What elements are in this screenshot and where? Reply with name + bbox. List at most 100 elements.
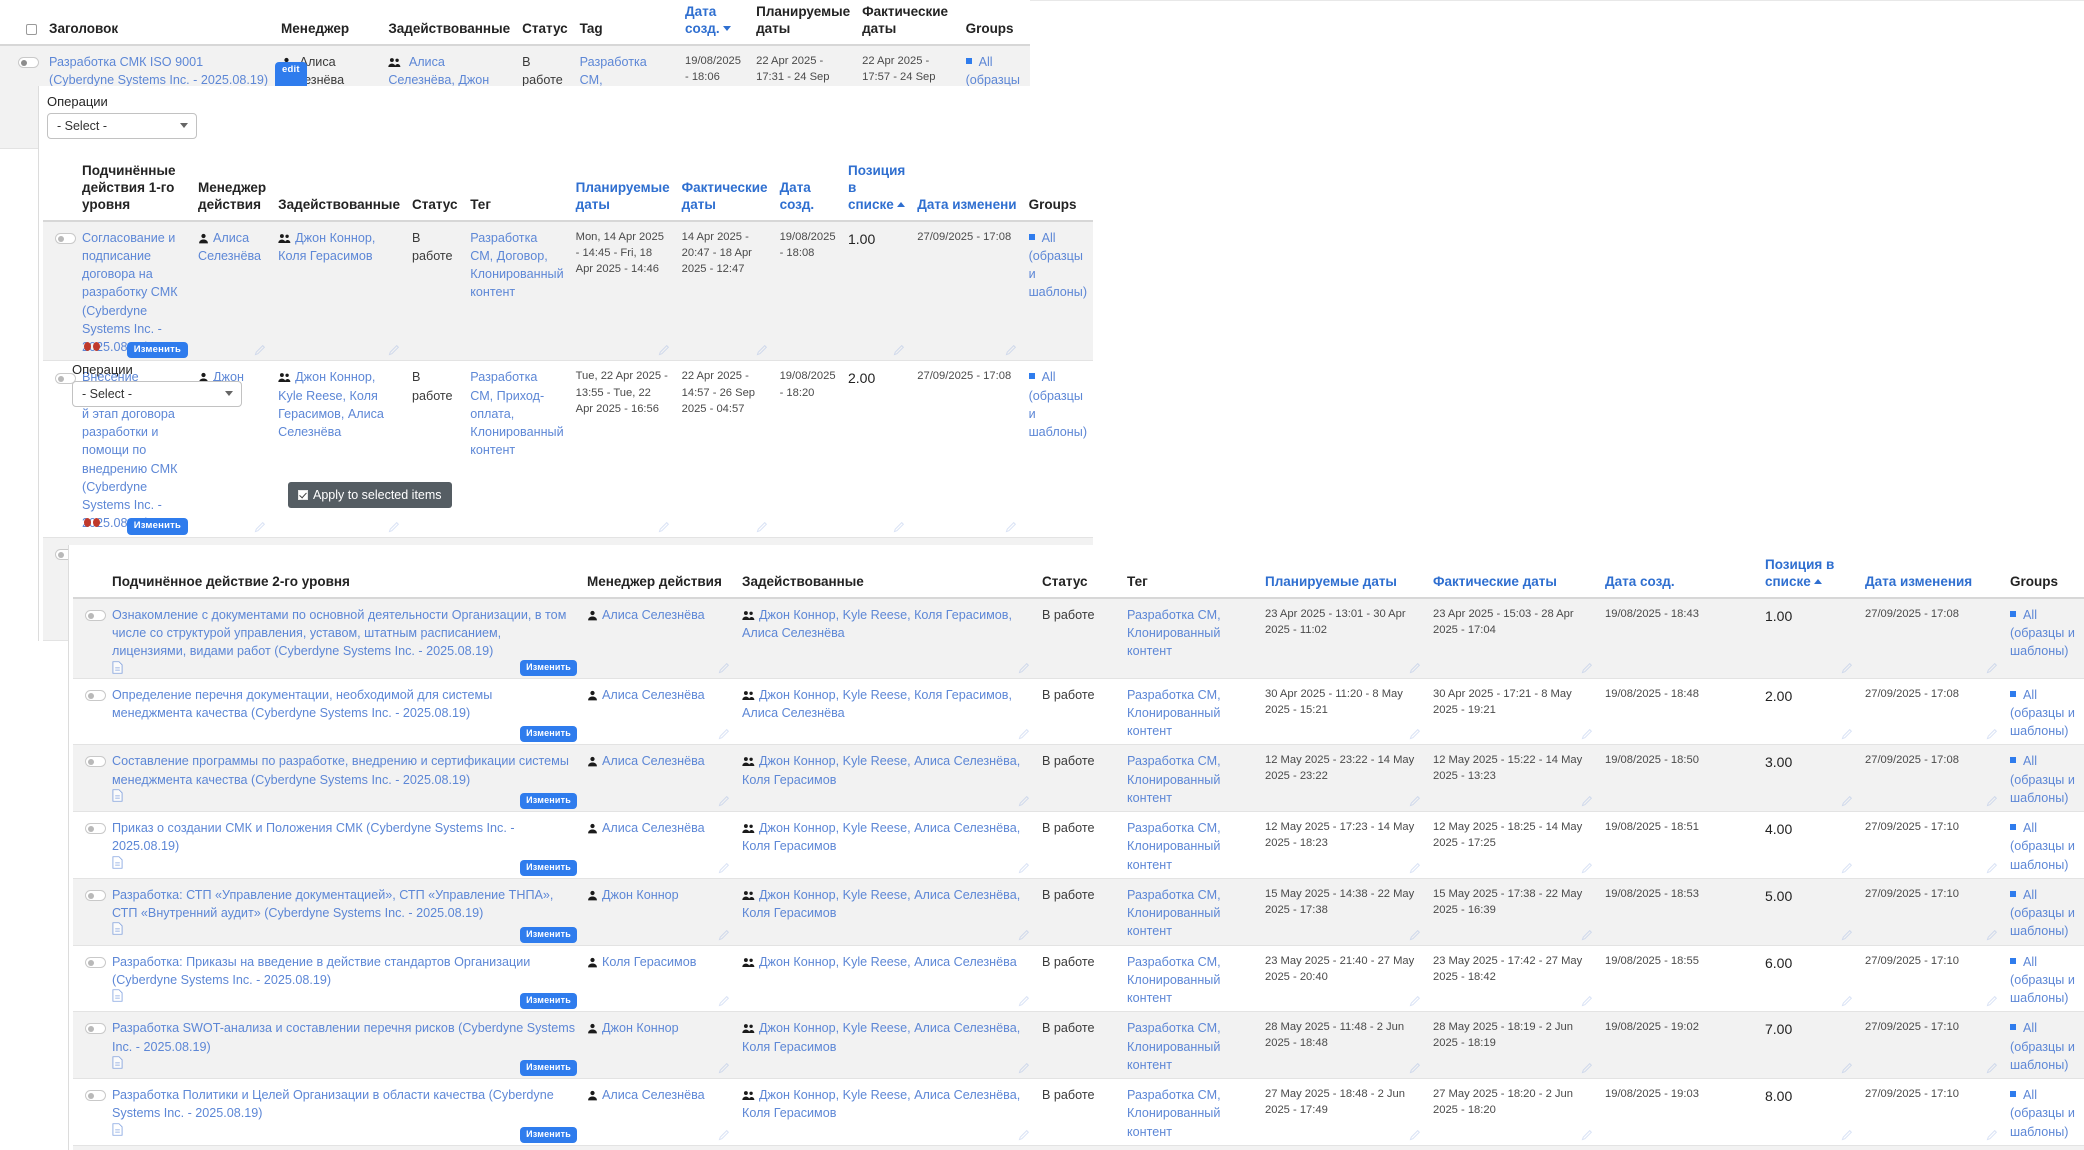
pencil-icon[interactable] (253, 521, 266, 534)
pencil-icon[interactable] (1408, 862, 1421, 875)
row-manager-link[interactable]: Алиса Селезнёва (602, 754, 705, 769)
row-title-link[interactable]: Разработка SWOT-анализа и составлении пе… (112, 1021, 576, 1054)
row-involved-link[interactable]: Джон Коннор, Kyle Reese, Алиса Селезнёва (759, 954, 1017, 969)
row-tag-link[interactable]: Разработка СМ, Клонированный контент (1127, 1021, 1221, 1072)
row-groups-link[interactable]: All (образцы и шаблоны) (2010, 754, 2075, 805)
row-manager-link[interactable]: Алиса Селезнёва (602, 821, 705, 835)
col-header-involved[interactable]: Задействованные (382, 0, 517, 46)
col-header-groups[interactable]: Groups (959, 0, 1030, 46)
pencil-icon[interactable] (1580, 662, 1593, 675)
file-icon[interactable] (112, 1122, 575, 1136)
row-tag-link[interactable]: Разработка СМ, Клонированный контент (1127, 887, 1221, 939)
pencil-icon[interactable] (717, 728, 730, 741)
level2-col-status[interactable]: Статус (1036, 553, 1121, 599)
row-title-link[interactable]: Разработка Политики и Целей Организации … (112, 1088, 554, 1121)
pencil-icon[interactable] (1004, 344, 1017, 357)
pencil-icon[interactable] (1840, 1129, 1853, 1142)
file-icon[interactable] (112, 789, 575, 802)
pencil-icon[interactable] (717, 795, 730, 808)
col-header-actual[interactable]: Фактические даты (856, 0, 960, 46)
toggle-icon[interactable] (18, 56, 39, 68)
operations-select-1[interactable]: - Select - (47, 113, 197, 139)
row-involved-link[interactable]: Джон Коннор, Kyle Reese, Алиса Селезнёва… (742, 754, 1021, 787)
edit-button[interactable]: Изменить (520, 1060, 577, 1076)
pencil-icon[interactable] (1017, 728, 1030, 741)
row-involved-link[interactable]: Джон Коннор, Kyle Reese, Алиса Селезнёва… (742, 1088, 1021, 1121)
row-groups-link[interactable]: All (образцы и шаблоны) (1028, 230, 1088, 300)
table-row[interactable]: Разработка SWOT-анализа и составлении пе… (73, 1011, 2084, 1079)
pencil-icon[interactable] (1408, 1062, 1421, 1075)
table-row[interactable]: Составление программы по разработке, вне… (73, 744, 2084, 812)
row-groups-link[interactable]: All (образцы и шаблоны) (2010, 607, 2075, 659)
level2-col-planned[interactable]: Планируемые даты (1259, 553, 1427, 599)
level2-col-changed[interactable]: Дата изменения (1859, 553, 2004, 599)
pencil-icon[interactable] (1408, 795, 1421, 808)
level1-col-status[interactable]: Статус (405, 159, 465, 222)
level1-col-manager[interactable]: Менеджер действия (192, 159, 273, 222)
pencil-icon[interactable] (1985, 662, 1998, 675)
row-manager-link[interactable]: Алиса Селезнёва (602, 607, 705, 622)
level2-col-position[interactable]: Позиция в списке (1759, 553, 1859, 599)
col-header-manager[interactable]: Менеджер (275, 0, 383, 46)
row-select-toggle[interactable] (43, 220, 76, 362)
file-icon[interactable] (112, 660, 575, 674)
row-title-link[interactable]: Разработка СМК ISO 9001 (Cyberdyne Syste… (49, 54, 269, 87)
pencil-icon[interactable] (717, 1129, 730, 1142)
row-tag-link[interactable]: Разработка СМ, Клонированный контент (1127, 1088, 1221, 1139)
file-icon[interactable] (112, 1056, 575, 1069)
pencil-icon[interactable] (717, 929, 730, 942)
toggle-icon[interactable] (55, 232, 76, 244)
edit-button[interactable]: Изменить (126, 341, 189, 359)
row-select-toggle[interactable] (43, 360, 76, 538)
toggle-icon[interactable] (85, 823, 106, 835)
pencil-icon[interactable] (1408, 1129, 1421, 1142)
pencil-icon[interactable] (1985, 929, 1998, 942)
pencil-icon[interactable] (717, 862, 730, 875)
table-row[interactable]: Разработка: СТП «Управление документацие… (73, 878, 2084, 946)
pencil-icon[interactable] (1580, 728, 1593, 741)
level1-col-groups[interactable]: Groups (1022, 159, 1093, 222)
row-groups-link[interactable]: All (образцы и шаблоны) (2010, 821, 2075, 872)
row-title-link[interactable]: Разработка: СТП «Управление документацие… (112, 887, 554, 920)
edit-button[interactable]: Изменить (520, 659, 577, 676)
toggle-icon[interactable] (85, 756, 106, 768)
row-title-link[interactable]: Разработка: Приказы на введение в действ… (112, 954, 531, 987)
row-select-toggle[interactable] (73, 678, 106, 746)
level1-col-title[interactable]: Подчинённые действия 1-го уровня (76, 159, 193, 222)
row-select-toggle[interactable] (73, 1145, 106, 1150)
pencil-icon[interactable] (1985, 795, 1998, 808)
level1-select-all-header[interactable] (43, 159, 76, 222)
pencil-icon[interactable] (717, 1062, 730, 1075)
toggle-icon[interactable] (85, 956, 106, 968)
col-header-status[interactable]: Статус (516, 0, 574, 46)
level2-col-involved[interactable]: Задействованные (736, 553, 1036, 599)
pencil-icon[interactable] (657, 521, 670, 534)
table-row[interactable]: Внесение предоплаты за 1-й этап договора… (43, 360, 1093, 538)
pencil-icon[interactable] (1985, 728, 1998, 741)
pencil-icon[interactable] (1017, 1129, 1030, 1142)
row-select-toggle[interactable] (0, 44, 43, 149)
level1-col-planned[interactable]: Планируемые даты (569, 159, 676, 222)
pencil-icon[interactable] (1985, 862, 1998, 875)
level2-col-actual[interactable]: Фактические даты (1427, 553, 1599, 599)
row-groups-link[interactable]: All (образцы и шаблоны) (2010, 1021, 2075, 1072)
row-tag-link[interactable]: Разработка СМ, Клонированный контент (1127, 821, 1221, 872)
level1-col-position[interactable]: Позиция в списке (841, 159, 912, 222)
row-tag-link[interactable]: Разработка СМ, Приход-оплата, Клонирован… (470, 370, 564, 458)
row-title-link[interactable]: Определение перечня документации, необхо… (112, 687, 493, 720)
level2-col-manager[interactable]: Менеджер действия (581, 553, 736, 599)
col-header-tag[interactable]: Tag (573, 0, 679, 46)
toggle-icon[interactable] (55, 372, 76, 384)
pencil-icon[interactable] (1017, 862, 1030, 875)
row-involved-link[interactable]: Джон Коннор, Kyle Reese, Коля Герасимов,… (742, 687, 1012, 720)
file-icon[interactable] (112, 989, 575, 1002)
pencil-icon[interactable] (1580, 795, 1593, 808)
pencil-icon[interactable] (253, 344, 266, 357)
pencil-icon[interactable] (1004, 521, 1017, 534)
operations-select-2[interactable]: - Select - (72, 381, 242, 407)
row-select-toggle[interactable] (73, 597, 106, 679)
row-select-toggle[interactable] (73, 811, 106, 879)
pencil-icon[interactable] (717, 662, 730, 675)
row-manager-link[interactable]: Джон Коннор (602, 1021, 679, 1036)
row-tag-link[interactable]: Разработка СМ, Клонированный контент (1127, 607, 1221, 659)
